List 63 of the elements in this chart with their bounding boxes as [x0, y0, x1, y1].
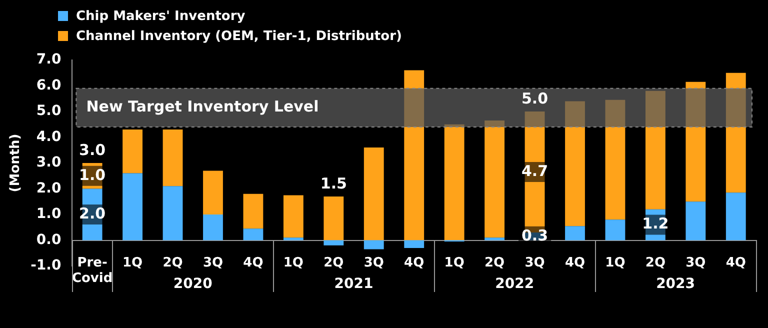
y-axis-title: (Month) — [8, 134, 24, 192]
x-tick-label: 4Q — [564, 255, 586, 270]
bar — [203, 214, 223, 240]
bar — [565, 226, 585, 240]
bar — [324, 240, 344, 246]
x-tick-label: Pre-Covid — [72, 255, 113, 286]
legend-label: Channel Inventory (OEM, Tier-1, Distributor) — [76, 28, 402, 44]
y-tick-label: 6.0 — [36, 77, 62, 94]
y-tick-label: 0.0 — [36, 232, 62, 248]
bar — [484, 238, 505, 240]
legend-label: Chip Makers' Inventory — [76, 8, 246, 24]
x-tick-label: 4Q — [243, 255, 264, 270]
total-label: 1.5 — [320, 174, 347, 192]
text: 2021 — [334, 276, 374, 292]
bar — [686, 202, 706, 240]
bar — [444, 124, 464, 240]
bar — [243, 194, 264, 229]
bar — [283, 195, 304, 238]
y-tick-label: 7.0 — [36, 52, 62, 68]
x-tick-label: 3Q — [524, 255, 545, 270]
band-label: New Target Inventory Level — [86, 98, 319, 116]
bar — [162, 186, 183, 240]
x-tick-label: 4Q — [726, 255, 746, 270]
data-label: 4.7 — [521, 162, 548, 180]
y-tick-label: 4.0 — [36, 128, 62, 145]
data-label: 0.3 — [521, 226, 548, 244]
bar — [122, 130, 142, 174]
x-tick-label: 1Q — [605, 255, 626, 270]
x-tick-label: 3Q — [364, 255, 384, 270]
x-tick-label: 1Q — [444, 255, 464, 270]
y-tick-label: 5.0 — [36, 103, 62, 120]
bar — [364, 240, 384, 250]
y-tick-label: 3.0 — [36, 154, 62, 171]
x-tick-label: 2Q — [324, 255, 344, 270]
data-label: 2.0 — [79, 204, 106, 222]
bar — [726, 192, 746, 240]
text: 2023 — [656, 276, 696, 292]
data-label: 1.2 — [642, 214, 669, 233]
total-label: 5.0 — [521, 89, 548, 108]
x-tick-label: 2Q — [484, 255, 505, 270]
bar — [404, 240, 424, 248]
bar — [605, 220, 626, 240]
x-tick-label: 1Q — [283, 255, 304, 270]
bar — [162, 130, 183, 186]
x-tick-label: 3Q — [686, 255, 706, 270]
bar — [243, 228, 264, 240]
text: 2020 — [173, 276, 213, 292]
bar — [122, 173, 142, 240]
bar — [203, 170, 223, 214]
y-tick-label: -1.0 — [30, 258, 62, 274]
bar — [364, 148, 384, 240]
text: 2022 — [495, 276, 534, 292]
bar — [324, 196, 344, 240]
x-tick-label: 4Q — [404, 255, 424, 270]
x-tick-label: 1Q — [122, 255, 143, 270]
total-label: 3.0 — [79, 140, 106, 159]
x-tick-label: 2Q — [645, 255, 666, 270]
bar — [283, 238, 304, 240]
data-label: 1.0 — [79, 166, 106, 184]
y-tick-label: 2.0 — [36, 180, 62, 196]
x-tick-label: 3Q — [202, 255, 224, 270]
y-tick-label: 1.0 — [36, 206, 62, 222]
x-tick-label: 2Q — [162, 255, 183, 270]
